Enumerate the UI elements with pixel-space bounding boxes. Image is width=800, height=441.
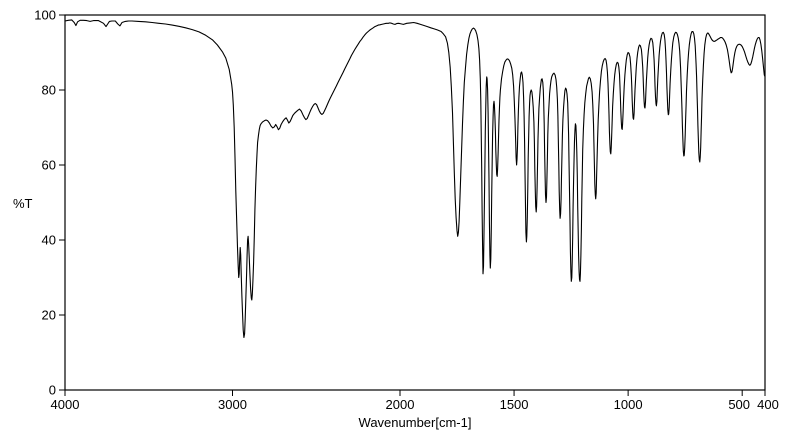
x-tick-label: 1500 [500, 397, 529, 412]
y-axis-label: %T [13, 196, 33, 211]
x-tick-label: 1000 [614, 397, 643, 412]
y-tick-label: 40 [42, 233, 56, 248]
x-axis-label: Wavenumber[cm-1] [358, 415, 472, 430]
x-tick-label: 4000 [51, 397, 80, 412]
y-tick-label: 100 [34, 8, 56, 23]
y-tick-label: 0 [49, 383, 56, 398]
x-tick-label: 500 [728, 397, 750, 412]
spectrum-line [64, 19, 766, 339]
x-tick-label: 2000 [386, 397, 415, 412]
x-tick-label: 3000 [218, 397, 247, 412]
y-tick-label: 20 [42, 308, 56, 323]
x-tick-label: 400 [757, 397, 779, 412]
y-tick-label: 80 [42, 83, 56, 98]
plot-frame [64, 14, 766, 391]
y-tick-label: 60 [42, 158, 56, 173]
